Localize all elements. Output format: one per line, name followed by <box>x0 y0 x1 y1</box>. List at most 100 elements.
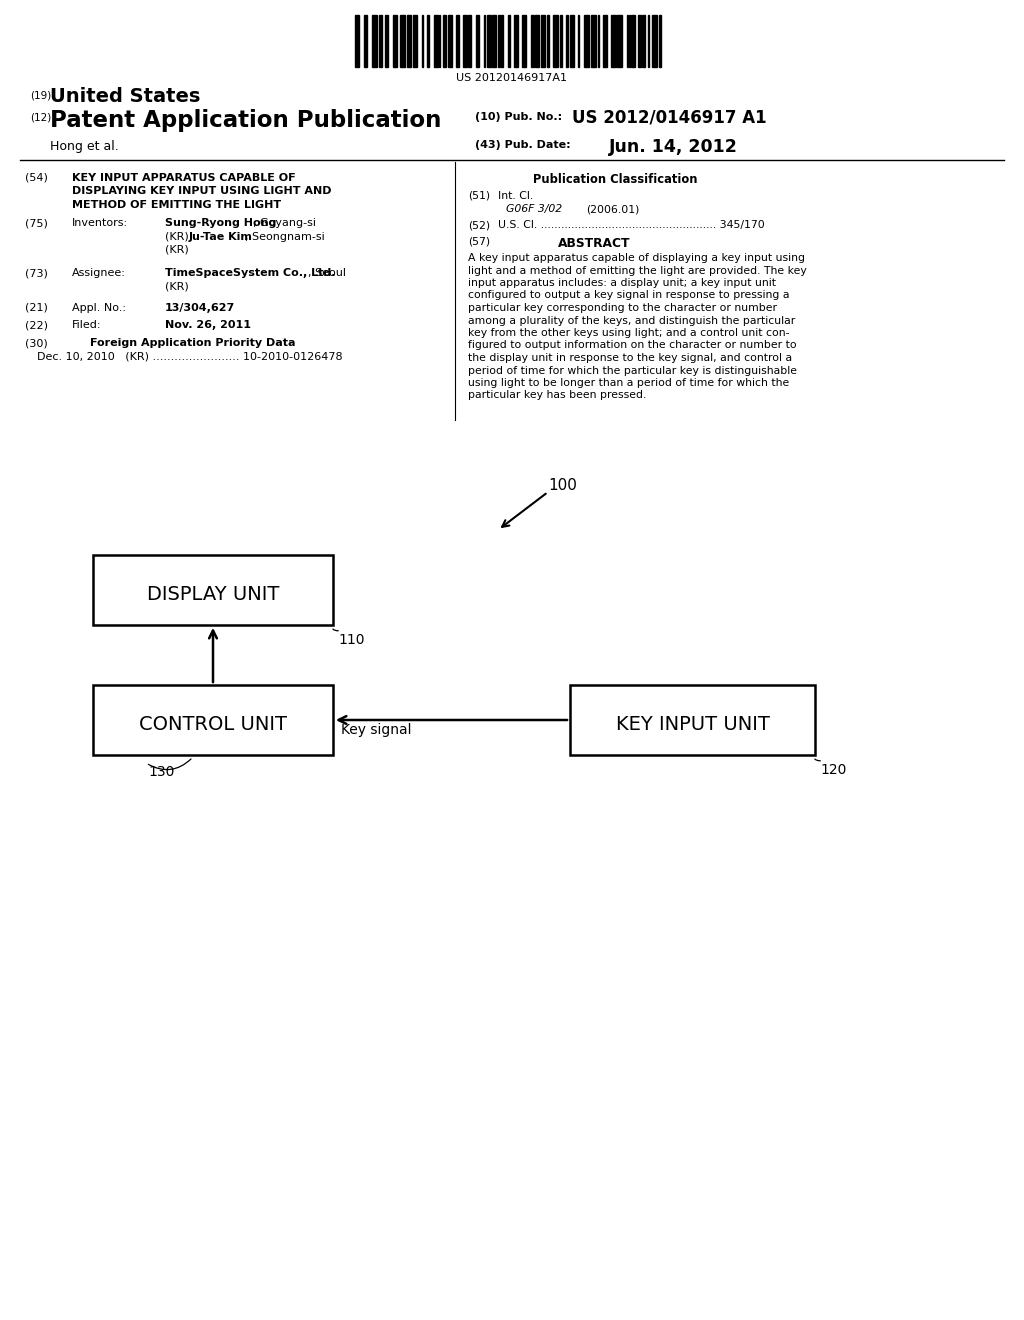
Text: (19): (19) <box>30 90 51 100</box>
Bar <box>93 685 333 755</box>
Bar <box>449 15 452 67</box>
Text: particular key has been pressed.: particular key has been pressed. <box>468 391 646 400</box>
Text: Ju-Tae Kim: Ju-Tae Kim <box>189 231 253 242</box>
Bar <box>492 15 496 67</box>
Text: Hong et al.: Hong et al. <box>50 140 119 153</box>
Text: Nov. 26, 2011: Nov. 26, 2011 <box>165 319 251 330</box>
Bar <box>514 15 518 67</box>
Text: KEY INPUT UNIT: KEY INPUT UNIT <box>615 715 769 734</box>
Bar <box>652 15 657 67</box>
Text: (2006.01): (2006.01) <box>586 205 639 214</box>
Text: Jun. 14, 2012: Jun. 14, 2012 <box>609 139 738 156</box>
Bar <box>631 15 635 67</box>
Bar <box>603 15 607 67</box>
Text: ABSTRACT: ABSTRACT <box>558 238 631 249</box>
Text: 120: 120 <box>820 763 847 777</box>
Bar <box>522 15 526 67</box>
Text: (51): (51) <box>468 191 490 201</box>
Bar <box>638 15 641 67</box>
Bar <box>531 15 534 67</box>
Text: using light to be longer than a period of time for which the: using light to be longer than a period o… <box>468 378 790 388</box>
Bar <box>393 15 397 67</box>
Text: United States: United States <box>50 87 201 106</box>
Text: (54): (54) <box>25 173 48 183</box>
Text: (KR);: (KR); <box>165 231 196 242</box>
Bar <box>385 15 388 67</box>
Text: Patent Application Publication: Patent Application Publication <box>50 110 441 132</box>
Text: Int. Cl.: Int. Cl. <box>498 191 534 201</box>
Bar <box>379 15 382 67</box>
Text: (43) Pub. Date:: (43) Pub. Date: <box>475 140 570 150</box>
Bar <box>553 15 558 67</box>
Text: METHOD OF EMITTING THE LIGHT: METHOD OF EMITTING THE LIGHT <box>72 201 282 210</box>
Text: 110: 110 <box>338 634 365 647</box>
Text: (75): (75) <box>25 218 48 228</box>
Text: , Goyang-si: , Goyang-si <box>253 218 316 228</box>
Text: A key input apparatus capable of displaying a key input using: A key input apparatus capable of display… <box>468 253 805 263</box>
Text: US 2012/0146917 A1: US 2012/0146917 A1 <box>572 110 767 127</box>
Text: Key signal: Key signal <box>341 723 412 737</box>
Text: TimeSpaceSystem Co., Ltd.: TimeSpaceSystem Co., Ltd. <box>165 268 336 279</box>
Text: (52): (52) <box>468 220 490 230</box>
Text: Appl. No.:: Appl. No.: <box>72 304 126 313</box>
Bar <box>427 15 429 67</box>
Bar <box>611 15 616 67</box>
Text: (73): (73) <box>25 268 48 279</box>
Text: among a plurality of the keys, and distinguish the particular: among a plurality of the keys, and disti… <box>468 315 796 326</box>
Bar <box>443 15 446 67</box>
Text: (22): (22) <box>25 319 48 330</box>
Text: (57): (57) <box>468 238 490 247</box>
Bar <box>372 15 377 67</box>
Bar <box>413 15 417 67</box>
Bar <box>547 15 549 67</box>
Text: (21): (21) <box>25 304 48 313</box>
Bar <box>400 15 406 67</box>
Bar <box>476 15 479 67</box>
Text: DISPLAYING KEY INPUT USING LIGHT AND: DISPLAYING KEY INPUT USING LIGHT AND <box>72 186 332 197</box>
Text: the display unit in response to the key signal, and control a: the display unit in response to the key … <box>468 352 793 363</box>
Text: (30): (30) <box>25 338 48 348</box>
Bar <box>560 15 562 67</box>
Text: Dec. 10, 2010   (KR) ........................ 10-2010-0126478: Dec. 10, 2010 (KR) .....................… <box>37 351 343 362</box>
Text: configured to output a key signal in response to pressing a: configured to output a key signal in res… <box>468 290 790 301</box>
Bar <box>463 15 467 67</box>
Bar <box>584 15 589 67</box>
Text: , Seoul: , Seoul <box>308 268 346 279</box>
Text: period of time for which the particular key is distinguishable: period of time for which the particular … <box>468 366 797 375</box>
Text: (KR): (KR) <box>165 281 188 292</box>
Bar <box>566 15 568 67</box>
Text: Assignee:: Assignee: <box>72 268 126 279</box>
Text: U.S. Cl. .................................................... 345/170: U.S. Cl. ...............................… <box>498 220 765 230</box>
Bar <box>355 15 359 67</box>
Text: Sung-Ryong Hong: Sung-Ryong Hong <box>165 218 276 228</box>
Bar <box>468 15 471 67</box>
Bar <box>508 15 510 67</box>
Bar <box>407 15 411 67</box>
Text: particular key corresponding to the character or number: particular key corresponding to the char… <box>468 304 777 313</box>
Text: input apparatus includes: a display unit; a key input unit: input apparatus includes: a display unit… <box>468 279 776 288</box>
Text: (12): (12) <box>30 112 51 121</box>
Bar <box>617 15 622 67</box>
Text: figured to output information on the character or number to: figured to output information on the cha… <box>468 341 797 351</box>
Text: DISPLAY UNIT: DISPLAY UNIT <box>146 586 280 605</box>
Text: KEY INPUT APPARATUS CAPABLE OF: KEY INPUT APPARATUS CAPABLE OF <box>72 173 296 183</box>
Bar <box>487 15 490 67</box>
Text: Filed:: Filed: <box>72 319 101 330</box>
Bar <box>591 15 596 67</box>
Bar <box>364 15 367 67</box>
Text: light and a method of emitting the light are provided. The key: light and a method of emitting the light… <box>468 265 807 276</box>
Text: , Seongnam-si: , Seongnam-si <box>245 231 325 242</box>
Text: (10) Pub. No.:: (10) Pub. No.: <box>475 112 562 121</box>
Text: Publication Classification: Publication Classification <box>534 173 697 186</box>
Bar <box>642 15 645 67</box>
Text: key from the other keys using light; and a control unit con-: key from the other keys using light; and… <box>468 327 790 338</box>
Text: 13/304,627: 13/304,627 <box>165 304 236 313</box>
Bar <box>541 15 545 67</box>
Bar <box>659 15 662 67</box>
Bar <box>434 15 438 67</box>
Text: 100: 100 <box>548 478 577 492</box>
Bar <box>501 15 503 67</box>
Text: Foreign Application Priority Data: Foreign Application Priority Data <box>90 338 296 348</box>
Text: Inventors:: Inventors: <box>72 218 128 228</box>
Bar <box>93 554 333 624</box>
